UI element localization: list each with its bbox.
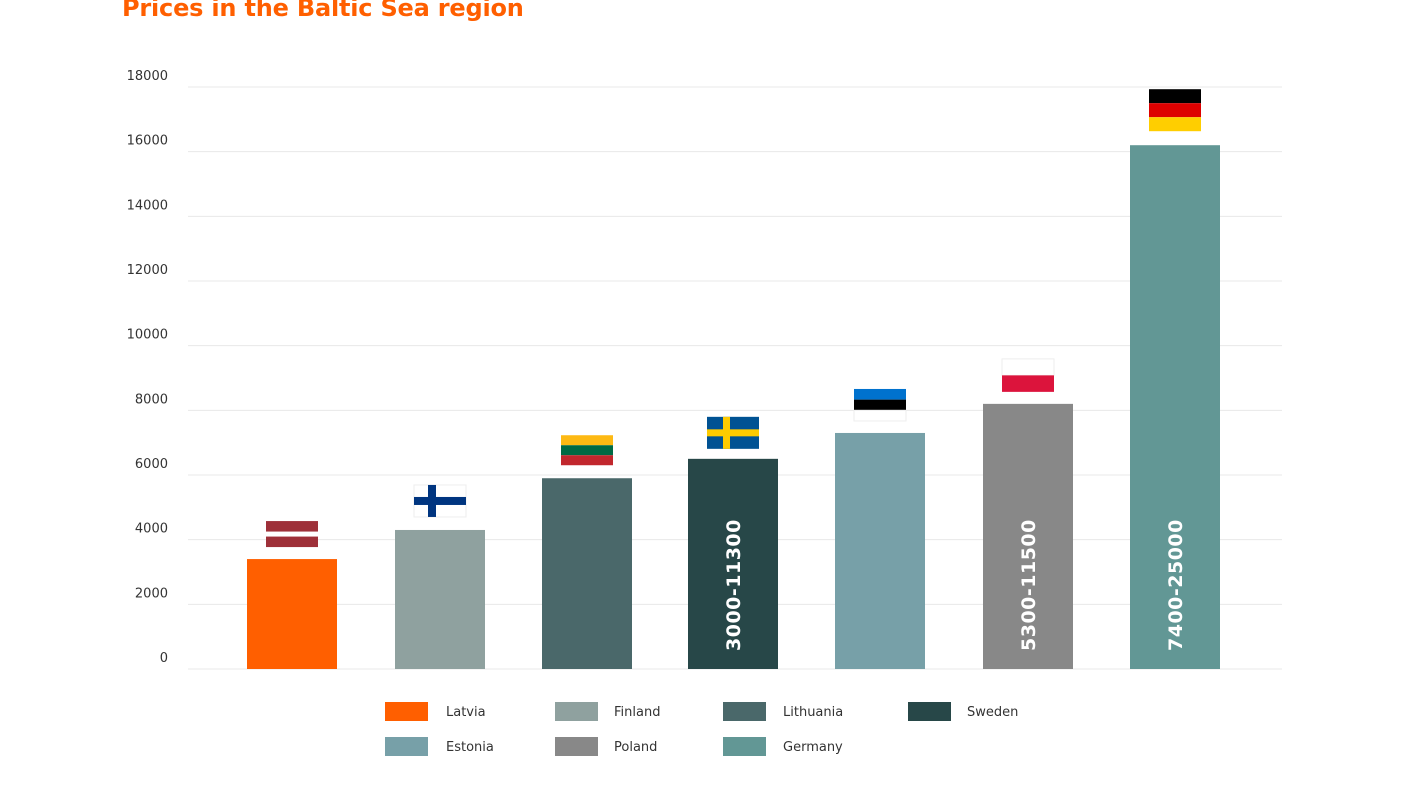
- y-tick-label: 2000: [135, 586, 168, 601]
- bar-sweden: [688, 458, 778, 669]
- y-tick-label: 6000: [135, 457, 168, 472]
- germany-flag: [1149, 89, 1201, 132]
- flag-stripe: [1002, 375, 1054, 392]
- y-tick-label: 10000: [127, 328, 168, 343]
- y-tick-label: 18000: [127, 69, 168, 84]
- estonia-flag: [853, 388, 907, 422]
- latvia-flag: [266, 521, 318, 548]
- flag-stripe: [854, 388, 906, 400]
- legend-label: Estonia: [446, 740, 494, 755]
- legend-swatch: [385, 702, 428, 721]
- legend-item-estonia: Estonia: [385, 737, 494, 756]
- flags: [266, 89, 1201, 548]
- flag-stripe: [561, 435, 613, 446]
- flag-stripe: [854, 399, 906, 411]
- bar-range-label: 5300-11500: [1018, 519, 1040, 651]
- chart-title: Prices in the Baltic Sea region: [122, 0, 524, 22]
- bar-germany: [1130, 145, 1220, 669]
- flag-stripe: [561, 455, 613, 466]
- legend-item-latvia: Latvia: [385, 702, 486, 721]
- legend-label: Sweden: [967, 705, 1018, 720]
- flag-stripe: [1149, 103, 1201, 118]
- bar-poland: [983, 403, 1073, 669]
- bar-estonia: [835, 432, 925, 669]
- legend-swatch: [908, 702, 951, 721]
- poland-flag: [1001, 358, 1055, 392]
- legend-label: Lithuania: [783, 705, 843, 720]
- legend-swatch: [555, 737, 598, 756]
- legend-item-sweden: Sweden: [908, 702, 1018, 721]
- legend-swatch: [723, 737, 766, 756]
- legend-swatch: [723, 702, 766, 721]
- y-tick-label: 0: [160, 651, 168, 666]
- flag-stripe: [853, 409, 907, 422]
- flag-cross-h: [414, 496, 466, 505]
- legend-label: Latvia: [446, 705, 486, 720]
- bars: 3000-11300 5300-11500 7400-25000: [247, 145, 1220, 669]
- flag-cross-h: [707, 429, 759, 437]
- legend-item-germany: Germany: [723, 737, 843, 756]
- flag-cross-v: [723, 416, 730, 449]
- flag-cross-v: [428, 484, 436, 517]
- y-tick-label: 14000: [127, 198, 168, 213]
- flag-stripe: [1001, 358, 1055, 376]
- lithuania-flag: [561, 435, 613, 466]
- legend: Latvia Finland Lithuania Sweden Estonia Polan…: [385, 702, 1018, 756]
- flag-stripe: [1149, 89, 1201, 104]
- finland-flag: [413, 484, 467, 518]
- y-axis-ticks: 0 2000 4000 6000 8000 10000 12000 14000 16000 180…: [127, 69, 168, 666]
- sweden-flag: [707, 416, 759, 449]
- flag-stripe: [1149, 117, 1201, 132]
- y-tick-label: 12000: [127, 263, 168, 278]
- legend-item-finland: Finland: [555, 702, 660, 721]
- legend-item-poland: Poland: [555, 737, 657, 756]
- legend-swatch: [385, 737, 428, 756]
- bar-latvia: [247, 559, 337, 669]
- bar-range-label: 3000-11300: [723, 519, 745, 651]
- flag-stripe: [266, 531, 318, 537]
- legend-label: Finland: [614, 705, 660, 720]
- legend-swatch: [555, 702, 598, 721]
- legend-item-lithuania: Lithuania: [723, 702, 843, 721]
- y-tick-label: 8000: [135, 392, 168, 407]
- y-tick-label: 16000: [127, 134, 168, 149]
- legend-label: Poland: [614, 740, 657, 755]
- y-tick-label: 4000: [135, 522, 168, 537]
- flag-stripe: [561, 445, 613, 456]
- bar-finland: [395, 529, 485, 669]
- bar-lithuania: [542, 478, 632, 669]
- legend-label: Germany: [783, 740, 843, 755]
- bar-range-label: 7400-25000: [1165, 519, 1187, 651]
